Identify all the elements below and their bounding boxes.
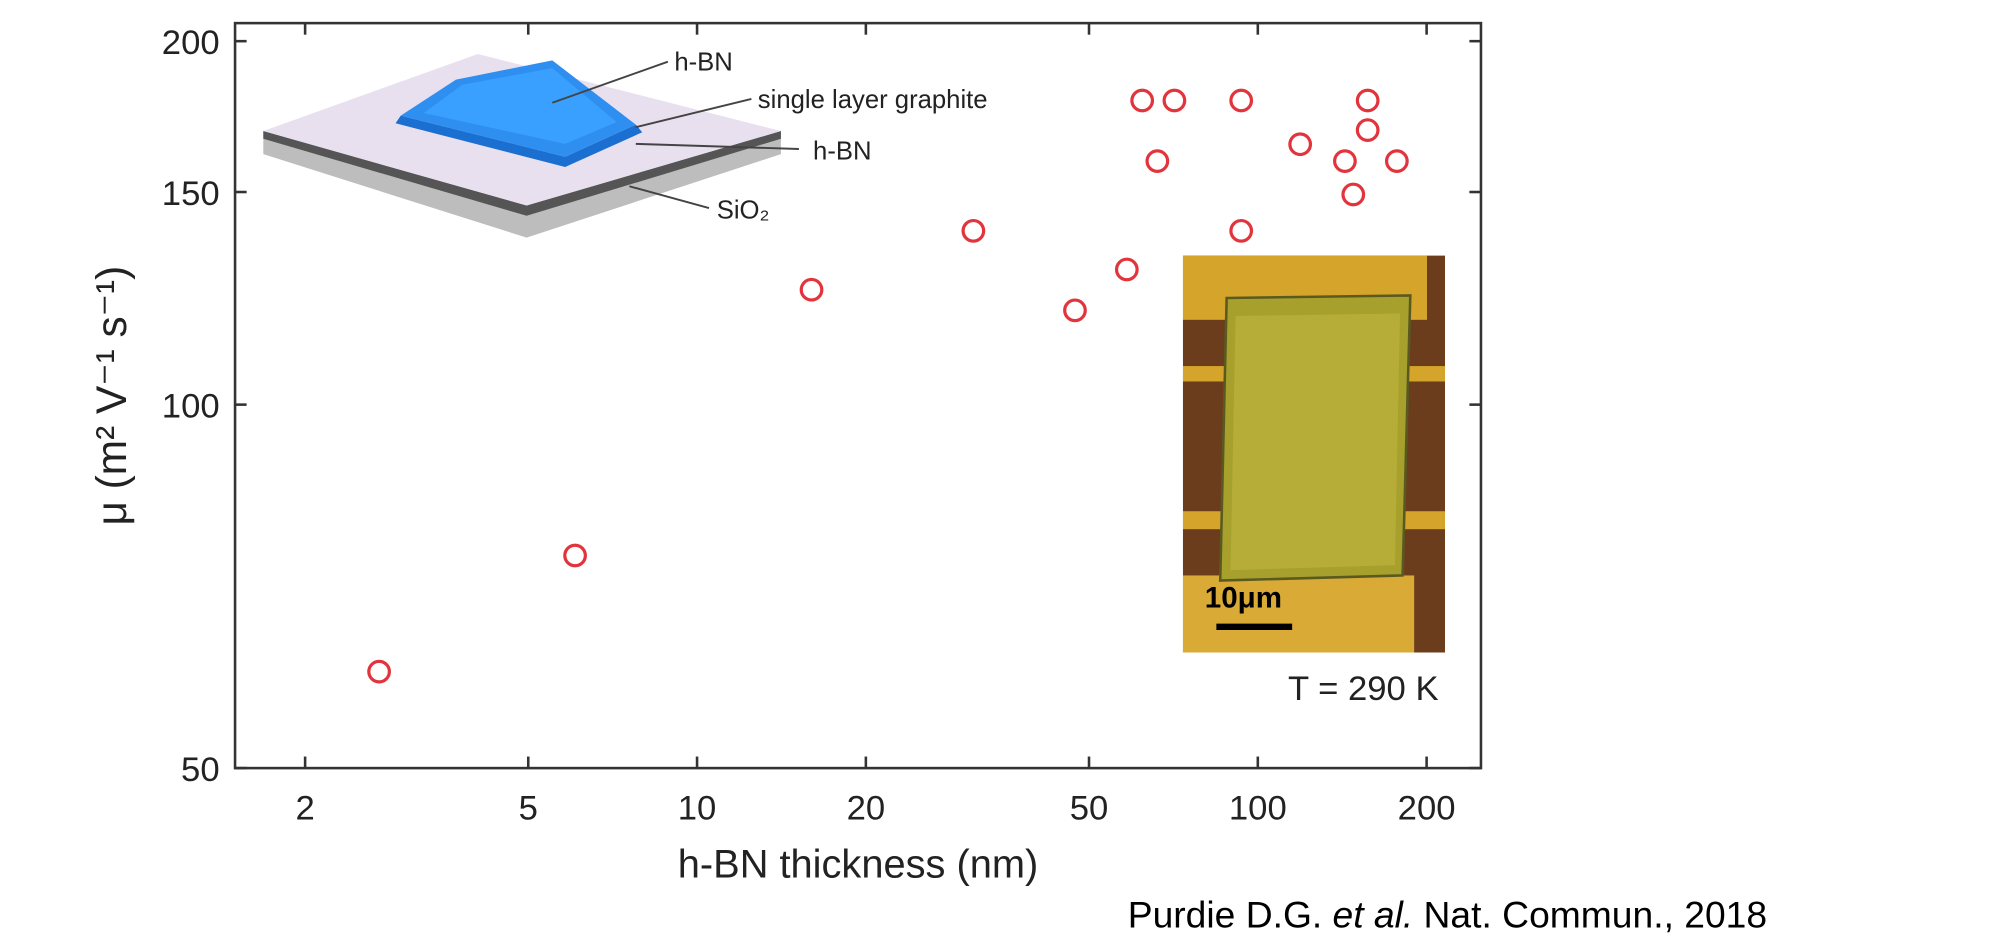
data-point (1335, 151, 1356, 172)
x-tick-label: 50 (1070, 789, 1109, 827)
annotation: T = 290 K (1288, 670, 1439, 708)
inset-label: SiO₂ (717, 196, 770, 224)
data-point (1147, 151, 1168, 172)
scale-bar-label: 10μm (1205, 582, 1282, 615)
data-point (1231, 90, 1252, 111)
y-tick-label: 100 (162, 387, 220, 425)
y-axis-label: μ (m² V⁻¹ s⁻¹) (88, 266, 135, 526)
x-tick-label: 2 (295, 789, 314, 827)
data-point (1164, 90, 1185, 111)
inset-label: h-BN (813, 137, 872, 165)
inset-label: single layer graphite (758, 86, 988, 114)
x-tick-label: 100 (1229, 789, 1287, 827)
data-point (565, 545, 586, 566)
data-point (801, 279, 822, 300)
data-point (1290, 134, 1311, 155)
citation-authors: Purdie D.G. (1128, 893, 1323, 935)
page: {"chart_data": {"type": "scatter", "x_la… (0, 0, 2014, 946)
data-point (369, 661, 390, 682)
data-point (1132, 90, 1153, 111)
x-tick-label: 20 (847, 789, 886, 827)
x-tick-label: 10 (678, 789, 717, 827)
citation-journal: Nat. Commun., 2018 (1424, 893, 1768, 935)
data-point (1231, 221, 1252, 242)
y-tick-label: 150 (162, 175, 220, 213)
data-point (1343, 184, 1364, 205)
data-point (1117, 259, 1138, 280)
y-tick-label: 200 (162, 24, 220, 62)
x-axis-label: h-BN thickness (nm) (678, 842, 1038, 886)
citation-etal: et al. (1333, 893, 1414, 935)
x-tick-label: 5 (519, 789, 538, 827)
data-point (1357, 90, 1378, 111)
chart: 2 5 10 20 50 100 200 50 100 150 200 h-BN thickness … (0, 0, 2014, 946)
citation: Purdie D.G.et al.Nat. Commun., 2018 (1128, 893, 1767, 935)
data-point (1387, 151, 1408, 172)
inset-label: h-BN (674, 49, 732, 77)
data-point (1065, 300, 1086, 321)
data-point (963, 221, 984, 242)
data-point (1357, 120, 1378, 141)
x-tick-label: 200 (1398, 789, 1456, 827)
y-tick-label: 50 (181, 751, 220, 789)
